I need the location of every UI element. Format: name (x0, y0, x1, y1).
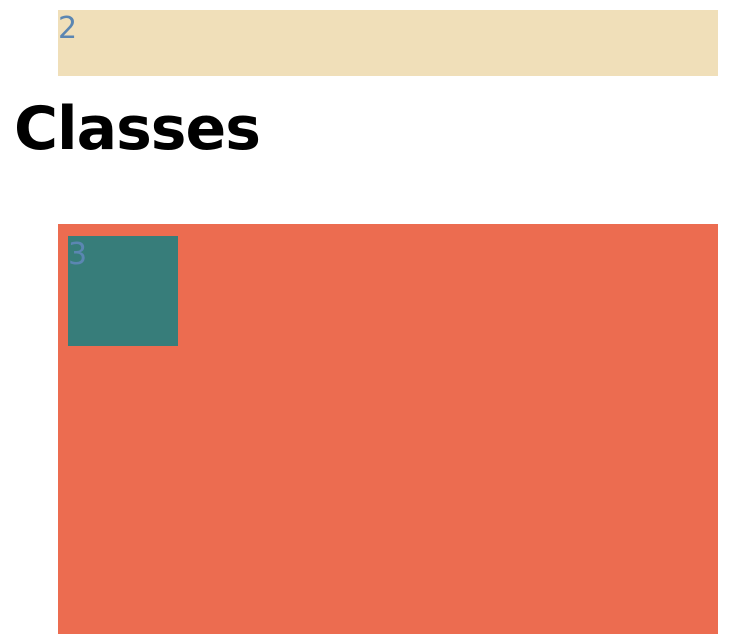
top-box: 2 (58, 10, 718, 76)
main-box: 3 (58, 224, 718, 634)
top-box-number: 2 (58, 11, 78, 46)
page-heading: Classes (14, 94, 261, 164)
inner-square-number: 3 (68, 237, 88, 272)
inner-square: 3 (68, 236, 178, 346)
